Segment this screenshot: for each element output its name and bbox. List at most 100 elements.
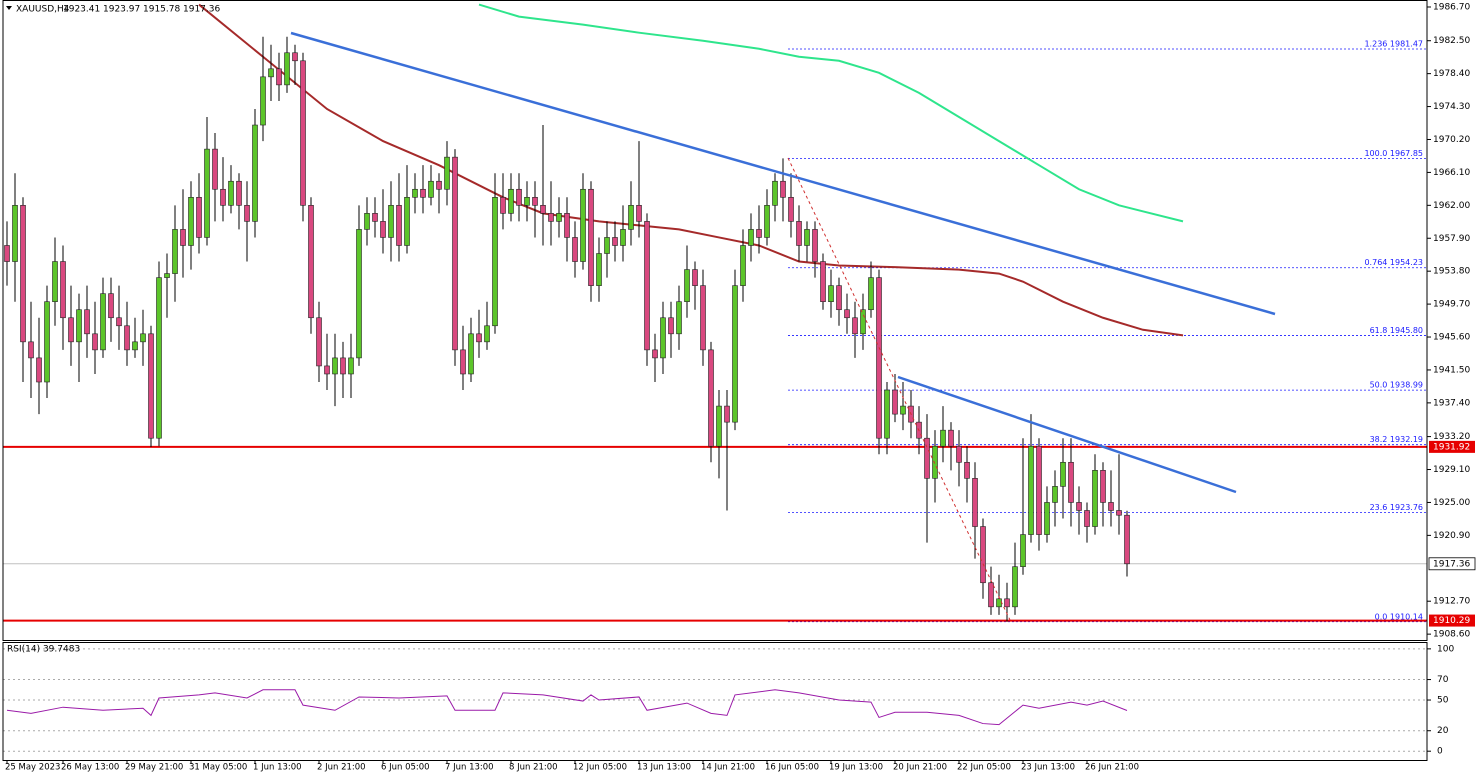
trendline xyxy=(290,31,1276,316)
candle-body xyxy=(748,229,754,246)
candle-body xyxy=(468,333,474,375)
candle-body xyxy=(172,229,178,274)
header-high: 1923.97 xyxy=(103,5,140,15)
candle-body xyxy=(52,261,58,302)
candle-body xyxy=(92,333,98,351)
candle-body xyxy=(660,317,666,359)
candle-body xyxy=(940,429,946,447)
trendline xyxy=(897,375,1237,494)
background-layer: 1.236 1981.47 100.0 1967.85 0.764 1954.23 6… xyxy=(3,39,1427,752)
candle-body xyxy=(596,253,602,286)
candle-body xyxy=(1092,470,1098,527)
symbol-title: XAUUSD,H4 xyxy=(16,5,70,15)
candle-body xyxy=(244,205,250,222)
candle-body xyxy=(1012,566,1018,608)
y-tick-label: 1920.90 xyxy=(1433,531,1470,541)
candle-body xyxy=(812,229,818,262)
rsi-tick-label: 20 xyxy=(1437,726,1449,736)
x-tick-label: 29 May 21:00 xyxy=(125,763,183,773)
series-layer xyxy=(3,3,1427,726)
candle-body xyxy=(180,229,186,246)
rsi-line xyxy=(6,689,1128,726)
candle-body xyxy=(156,277,162,439)
x-tick-label: 22 Jun 05:00 xyxy=(957,763,1011,773)
candle-body xyxy=(268,68,274,78)
candle-body xyxy=(492,196,498,327)
x-tick-label: 19 Jun 13:00 xyxy=(829,763,883,773)
candle-body xyxy=(740,245,746,286)
candle-body xyxy=(516,188,522,206)
fib-label: 61.8 1945.80 xyxy=(1370,326,1423,335)
candle-body xyxy=(588,188,594,286)
candle-body xyxy=(892,389,898,415)
candle-body xyxy=(260,76,266,126)
candle-body xyxy=(612,237,618,246)
candle-body xyxy=(1052,486,1058,503)
candle-body xyxy=(980,526,986,584)
y-tick-label: 1978.40 xyxy=(1433,69,1470,79)
rsi-panel-frame xyxy=(2,642,1428,761)
header-low: 1915.78 xyxy=(143,5,180,15)
x-tick-label: 2 Jun 21:00 xyxy=(317,763,366,773)
candle-body xyxy=(484,325,490,343)
y-tick-label: 1933.20 xyxy=(1433,432,1470,442)
candle-body xyxy=(372,213,378,222)
price-tag-label: 1931.92 xyxy=(1433,442,1470,452)
candle-body xyxy=(876,277,882,439)
rsi-tick-label: 70 xyxy=(1437,675,1449,685)
candle-body xyxy=(396,205,402,246)
candle-body xyxy=(292,52,298,62)
candle-body xyxy=(428,180,434,198)
rsi-tick-label: 0 xyxy=(1437,747,1443,757)
candle-body xyxy=(644,221,650,351)
candle-body xyxy=(100,293,106,351)
fib-label: 0.764 1954.23 xyxy=(1364,258,1423,267)
header-close: 1917.36 xyxy=(183,5,220,15)
x-tick-label: 13 Jun 13:00 xyxy=(637,763,691,773)
candle-body xyxy=(324,365,330,375)
candle-body xyxy=(348,357,354,375)
x-tick-label: 1 Jun 13:00 xyxy=(253,763,302,773)
candle-body xyxy=(380,221,386,238)
candle-body xyxy=(236,180,242,206)
candle-body xyxy=(788,196,794,222)
candle-body xyxy=(540,205,546,214)
x-tick-label: 6 Jun 05:00 xyxy=(381,763,430,773)
candle-body xyxy=(932,445,938,479)
y-tick-label: 1941.50 xyxy=(1433,365,1470,375)
candle-body xyxy=(1036,445,1042,535)
candle-body xyxy=(76,309,82,343)
x-tick-label: 7 Jun 13:00 xyxy=(445,763,494,773)
candle-body xyxy=(580,188,586,262)
candle-body xyxy=(1124,514,1130,565)
x-tick-label: 26 May 13:00 xyxy=(61,763,119,773)
y-tick-label: 1908.60 xyxy=(1433,630,1470,640)
candle-body xyxy=(716,405,722,447)
candle-body xyxy=(652,349,658,359)
fib-label: 23.6 1923.76 xyxy=(1370,503,1423,512)
candle-body xyxy=(868,277,874,311)
rsi-tick-label: 50 xyxy=(1437,696,1449,706)
candle-body xyxy=(548,213,554,222)
header-open: 1923.41 xyxy=(63,5,100,15)
candle-body xyxy=(676,301,682,335)
candle-body xyxy=(692,269,698,286)
candle-body xyxy=(1108,502,1114,511)
candle-body xyxy=(1044,502,1050,535)
candle-body xyxy=(436,180,442,190)
candle-body xyxy=(764,205,770,238)
candle-body xyxy=(532,196,538,206)
candle-body xyxy=(724,405,730,423)
candle-body xyxy=(108,293,114,319)
candle-body xyxy=(1076,502,1082,511)
candle-body xyxy=(1060,461,1066,487)
candle-body xyxy=(196,196,202,238)
candle-body xyxy=(460,349,466,375)
candle-body xyxy=(620,229,626,246)
moving-average xyxy=(198,3,1184,337)
candle-body xyxy=(884,389,890,439)
candle-body xyxy=(964,461,970,479)
candle-body xyxy=(1116,510,1122,516)
